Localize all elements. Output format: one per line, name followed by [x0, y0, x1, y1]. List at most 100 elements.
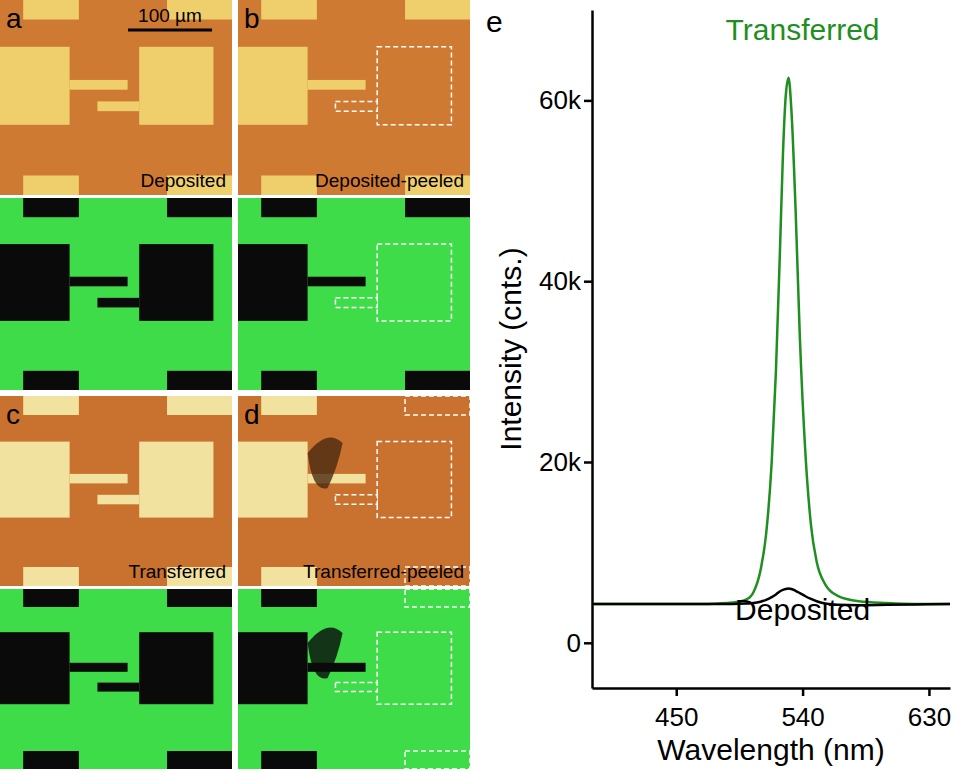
electrode-pad [261, 396, 317, 415]
electrode-pad [23, 198, 79, 217]
panel-label: Transferred [129, 561, 227, 582]
electrode-pad [23, 396, 79, 415]
electrode-pad [0, 632, 70, 704]
plot-area [592, 78, 950, 605]
series-label: Transferred [726, 13, 880, 46]
peeled-outline [335, 683, 377, 692]
electrode-pad [238, 632, 308, 704]
axis-line [593, 687, 951, 690]
optical-image: b Deposited-peeled [238, 0, 470, 195]
scale-bar [128, 29, 212, 32]
panel-letter: d [244, 399, 260, 430]
electrode-pad [0, 47, 70, 125]
peeled-outline [377, 244, 451, 321]
electrode-pad [167, 371, 232, 390]
electrode-pad [261, 751, 317, 769]
electrode-pad [70, 277, 128, 287]
electrode-pad [261, 198, 317, 217]
panel-letter: b [244, 3, 260, 34]
electrode-pad [0, 442, 70, 518]
tick-mark [584, 280, 592, 283]
electrode-pad [139, 442, 213, 518]
electrode-pad [0, 244, 70, 321]
electrode-pad [139, 47, 213, 125]
peeled-outline [335, 495, 377, 505]
electrode-pad [97, 495, 139, 505]
series-label: Deposited [735, 593, 870, 626]
panel-label: Transferred-peeled [303, 561, 464, 582]
tick: 20k [539, 447, 592, 477]
peeled-outline [405, 396, 470, 415]
electrode-pad [23, 0, 79, 20]
x-axis: 450 540 630 [593, 688, 952, 732]
panel-letter: c [6, 399, 20, 430]
electrode-pad [70, 663, 128, 672]
electrode-pad [308, 80, 366, 90]
y-axis-title: Intensity (cnts.) [494, 247, 527, 450]
tick: 450 [655, 688, 698, 732]
electrode-pad [23, 567, 79, 586]
electrode-pad [97, 101, 139, 111]
tick-label: 20k [539, 447, 582, 477]
electrode-pad [139, 244, 213, 321]
electrode-pad [405, 198, 470, 217]
electrode-pad [238, 244, 308, 321]
electrode-pad [261, 371, 317, 390]
panel-letter: e [486, 5, 503, 38]
tick-label: 40k [539, 266, 582, 296]
tear [308, 627, 343, 678]
panel-label: Deposited-peeled [315, 170, 464, 191]
electrode-pad [23, 176, 79, 196]
image-background [238, 198, 470, 390]
electrode-pad [70, 80, 128, 90]
peeled-outline [405, 751, 470, 769]
peeled-outline [377, 632, 451, 704]
electrode-pad [167, 589, 232, 607]
tick-label: 60k [539, 85, 582, 115]
tick-mark [584, 461, 592, 464]
electrode-pad [405, 371, 470, 390]
image-background [0, 396, 232, 586]
electrode-pad [97, 298, 139, 308]
fluorescence-image [0, 198, 232, 390]
tick-mark [928, 688, 931, 696]
electrode-pad [70, 474, 128, 484]
electrode-pad [23, 751, 79, 769]
panel-label: Deposited [140, 170, 226, 191]
tick-mark [584, 642, 592, 645]
image-background [0, 198, 232, 390]
peeled-outline [335, 298, 377, 308]
tick-mark [584, 100, 592, 103]
series-line [592, 78, 950, 604]
peeled-outline [377, 47, 451, 125]
fluorescence-image [238, 198, 470, 390]
tick-label: 0 [567, 628, 581, 658]
electrode-pad [238, 442, 308, 518]
tick-mark [802, 688, 805, 696]
figure: aDeposited100 µmbDeposited-peeledcTransf… [0, 0, 965, 772]
tick: 0 [567, 628, 592, 658]
tear [308, 437, 343, 488]
peeled-outline [405, 589, 470, 607]
image-background [0, 0, 232, 195]
electrode-pad [23, 589, 79, 607]
electrode-pad [261, 0, 317, 20]
electrode-pad [167, 396, 232, 415]
peeled-outline [377, 442, 451, 518]
fluorescence-image [238, 589, 470, 769]
tick: 540 [781, 688, 824, 732]
electrode-pad [308, 277, 366, 287]
tick: 630 [908, 688, 951, 732]
tick-label: 540 [781, 702, 824, 732]
fluorescence-image [0, 589, 232, 769]
scale-bar-label: 100 µm [138, 5, 202, 26]
peeled-outline [335, 101, 377, 111]
image-background [0, 589, 232, 769]
tick: 60k [539, 85, 592, 115]
optical-image: aDeposited100 µm [0, 0, 232, 195]
optical-image: c Transferred [0, 396, 232, 586]
tick-label: 630 [908, 702, 951, 732]
image-background [238, 589, 470, 769]
electrode-pad [405, 0, 470, 20]
electrode-pad [23, 371, 79, 390]
